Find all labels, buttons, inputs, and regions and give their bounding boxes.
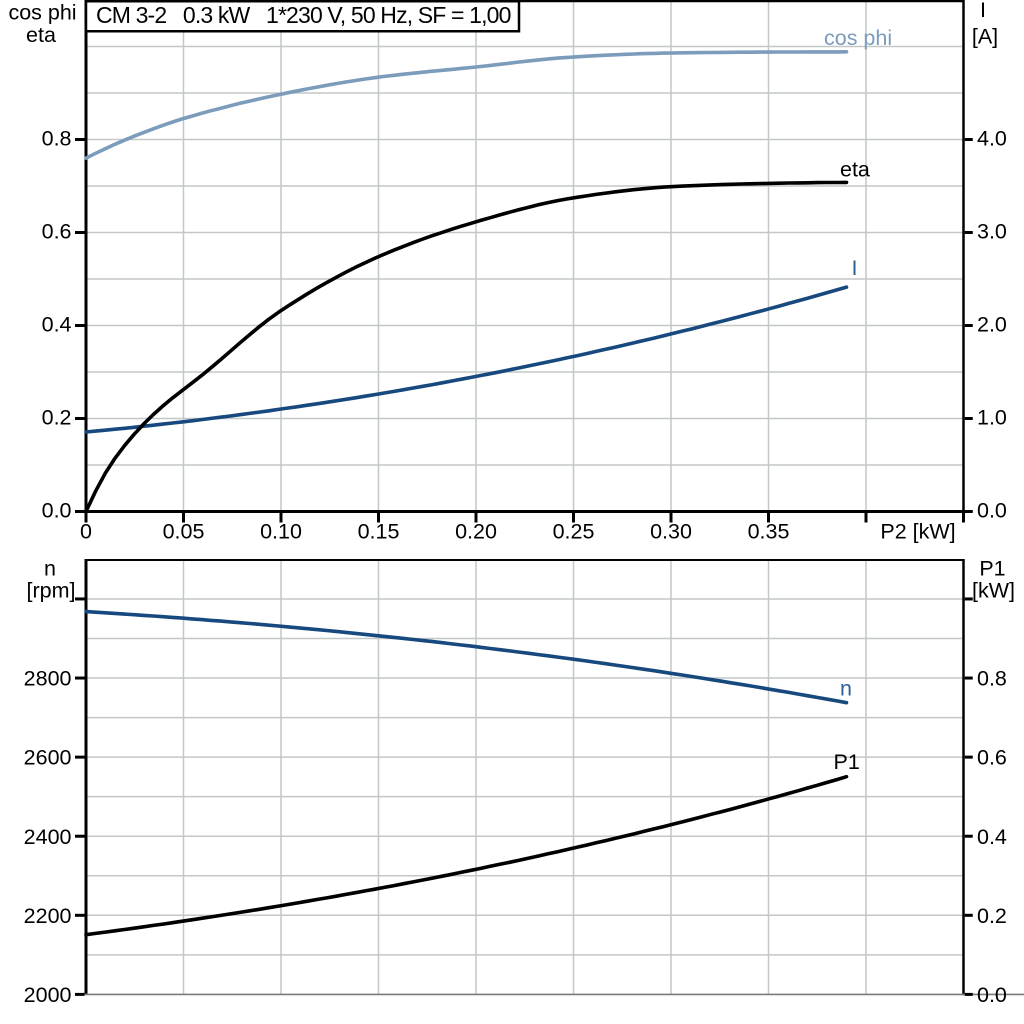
- svg-text:n: n: [44, 557, 56, 581]
- svg-text:0.15: 0.15: [358, 520, 400, 544]
- svg-text:0.05: 0.05: [163, 520, 205, 544]
- svg-text:[A]: [A]: [972, 25, 998, 49]
- svg-text:P2 [kW]: P2 [kW]: [880, 520, 955, 544]
- svg-text:0.30: 0.30: [650, 520, 692, 544]
- svg-text:n: n: [840, 677, 852, 701]
- svg-text:2.0: 2.0: [977, 313, 1007, 337]
- svg-text:2600: 2600: [24, 746, 72, 770]
- svg-text:0.2: 0.2: [42, 406, 72, 430]
- svg-text:CM 3-2 0.3 kW 1*230 V, 50: CM 3-2 0.3 kW 1*230 V, 50 Hz, SF = 1,00: [96, 2, 511, 28]
- svg-text:0.10: 0.10: [260, 520, 302, 544]
- svg-text:4.0: 4.0: [977, 127, 1007, 151]
- svg-text:I: I: [980, 0, 986, 22]
- svg-text:2000: 2000: [24, 983, 72, 1007]
- svg-text:1.0: 1.0: [977, 406, 1007, 430]
- svg-text:2200: 2200: [24, 904, 72, 928]
- svg-text:I: I: [852, 256, 858, 280]
- svg-text:P1: P1: [979, 557, 1005, 581]
- svg-text:[kW]: [kW]: [972, 579, 1015, 603]
- svg-text:cos phi: cos phi: [8, 1, 76, 25]
- svg-text:2800: 2800: [24, 667, 72, 691]
- svg-text:2400: 2400: [24, 825, 72, 849]
- svg-text:0.0: 0.0: [42, 499, 72, 523]
- svg-text:0.20: 0.20: [455, 520, 497, 544]
- svg-text:0.8: 0.8: [977, 667, 1007, 691]
- svg-text:0.6: 0.6: [977, 746, 1007, 770]
- svg-text:P1: P1: [834, 750, 860, 774]
- svg-text:[rpm]: [rpm]: [27, 579, 76, 603]
- svg-text:0.4: 0.4: [977, 825, 1007, 849]
- svg-text:0.2: 0.2: [977, 904, 1007, 928]
- svg-text:3.0: 3.0: [977, 220, 1007, 244]
- svg-text:0.35: 0.35: [748, 520, 790, 544]
- svg-text:0.4: 0.4: [42, 313, 72, 337]
- svg-text:cos phi: cos phi: [824, 26, 892, 50]
- svg-text:0.6: 0.6: [42, 220, 72, 244]
- svg-text:0.0: 0.0: [977, 499, 1007, 523]
- svg-text:eta: eta: [26, 23, 56, 47]
- svg-text:0: 0: [80, 520, 92, 544]
- svg-text:0.8: 0.8: [42, 127, 72, 151]
- svg-text:0.0: 0.0: [977, 983, 1007, 1007]
- svg-text:0.25: 0.25: [553, 520, 595, 544]
- svg-text:eta: eta: [840, 158, 870, 182]
